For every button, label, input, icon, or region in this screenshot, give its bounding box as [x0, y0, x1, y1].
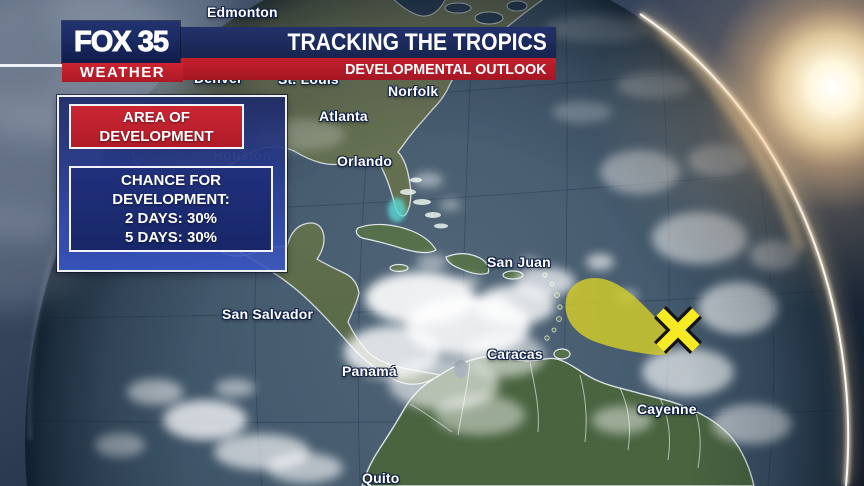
development-info-panel: AREA OF DEVELOPMENT CHANCE FOR DEVELOPME… [57, 95, 287, 272]
station-logo-text: FOX 35 [74, 25, 170, 58]
banner-subtitle-bar: DEVELOPMENTAL OUTLOOK [180, 58, 556, 80]
header-divider-line [0, 64, 63, 67]
area-line-1: AREA OF [123, 108, 190, 126]
station-logo-weather-text: WEATHER [79, 64, 166, 81]
station-logo-weather-bar: WEATHER [62, 63, 183, 82]
area-line-2: DEVELOPMENT [99, 127, 214, 145]
chance-line-3: 2 DAYS: 30% [125, 210, 217, 227]
area-of-development-box: AREA OF DEVELOPMENT [69, 104, 244, 149]
development-area-blob [565, 277, 673, 356]
chance-line-1: CHANCE FOR [121, 172, 221, 189]
station-logo: FOX 35 [62, 21, 180, 63]
banner-title: TRACKING THE TROPICS [287, 28, 548, 56]
chance-line-4: 5 DAYS: 30% [125, 229, 217, 246]
banner-subtitle: DEVELOPMENTAL OUTLOOK [345, 60, 547, 78]
chance-for-development-box: CHANCE FOR DEVELOPMENT: 2 DAYS: 30% 5 DA… [69, 166, 273, 252]
sun-glare [590, 0, 864, 310]
x-marker-icon [653, 305, 703, 355]
banner-title-bar: TRACKING THE TROPICS [180, 27, 556, 58]
chance-line-2: DEVELOPMENT: [112, 191, 230, 208]
